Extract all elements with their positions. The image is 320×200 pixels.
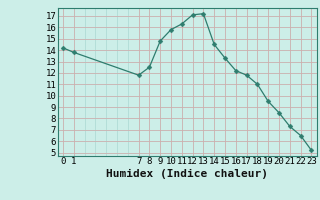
X-axis label: Humidex (Indice chaleur): Humidex (Indice chaleur) [106, 169, 268, 179]
